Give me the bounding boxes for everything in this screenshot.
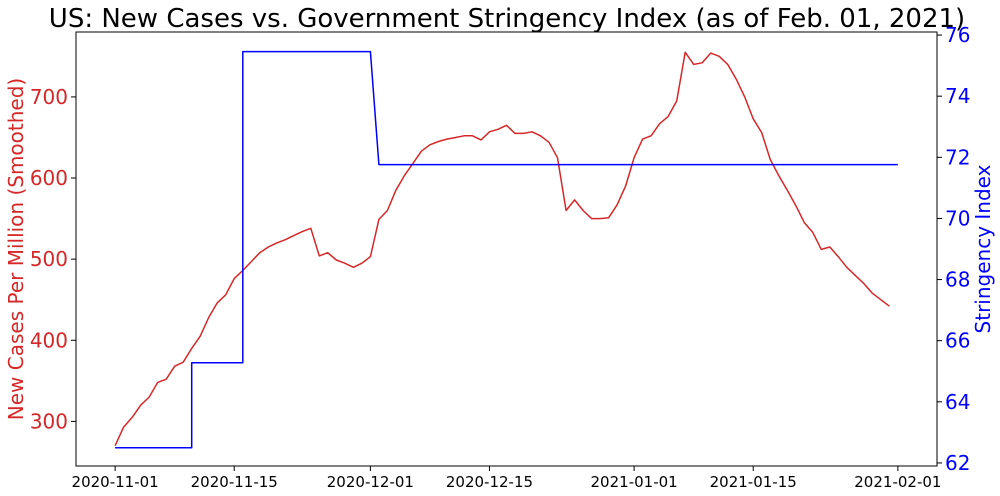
x-tick-label: 2020-11-15 — [191, 473, 278, 491]
left-tick-label: 300 — [30, 409, 68, 433]
x-tick-label: 2020-11-01 — [72, 473, 159, 491]
left-axis: 300 400 500 600 700 — [30, 85, 76, 433]
x-axis: 2020-11-01 2020-11-15 2020-12-01 2020-12-15… — [72, 466, 941, 491]
left-tick-label: 600 — [30, 166, 68, 190]
chart-title: US: New Cases vs. Government Stringency … — [49, 4, 965, 34]
x-tick-label: 2021-01-01 — [591, 473, 678, 491]
right-tick-label: 76 — [945, 23, 970, 47]
right-tick-label: 74 — [945, 84, 970, 108]
left-tick-label: 500 — [30, 247, 68, 271]
right-tick-label: 70 — [945, 206, 970, 230]
y-axis-label-left: New Cases Per Million (Smoothed) — [4, 78, 28, 420]
plot-frame — [75, 31, 938, 467]
left-tick-label: 400 — [30, 328, 68, 352]
series-line-stringency — [115, 50, 898, 449]
left-tick-label: 700 — [30, 85, 68, 109]
plot-lines — [114, 50, 898, 449]
y-axis-label-right: Stringency Index — [971, 164, 995, 333]
x-tick-label: 2021-02-01 — [854, 473, 941, 491]
right-tick-label: 62 — [945, 451, 970, 475]
x-tick-label: 2021-01-15 — [710, 473, 797, 491]
right-tick-label: 68 — [945, 268, 970, 292]
right-tick-label: 64 — [945, 390, 970, 414]
x-tick-label: 2020-12-01 — [327, 473, 414, 491]
series-line-new-cases — [114, 51, 890, 447]
x-tick-label: 2020-12-15 — [446, 473, 533, 491]
right-axis: 62 64 66 68 70 72 74 76 — [937, 23, 970, 475]
right-tick-label: 72 — [945, 145, 970, 169]
right-tick-label: 66 — [945, 329, 970, 353]
